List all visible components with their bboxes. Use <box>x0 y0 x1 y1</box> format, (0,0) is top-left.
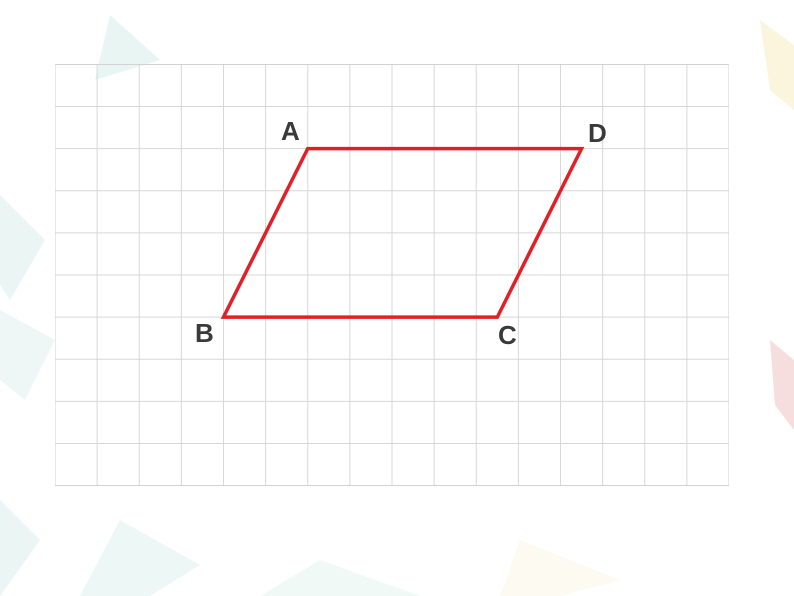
grid-diagram <box>55 64 729 486</box>
grid-lines <box>55 64 729 485</box>
figure-canvas: A B C D <box>0 0 794 596</box>
